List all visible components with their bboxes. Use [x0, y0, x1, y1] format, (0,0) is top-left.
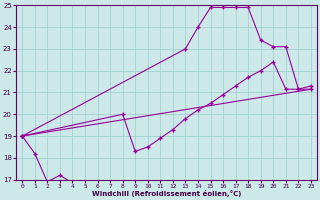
X-axis label: Windchill (Refroidissement éolien,°C): Windchill (Refroidissement éolien,°C)	[92, 190, 241, 197]
